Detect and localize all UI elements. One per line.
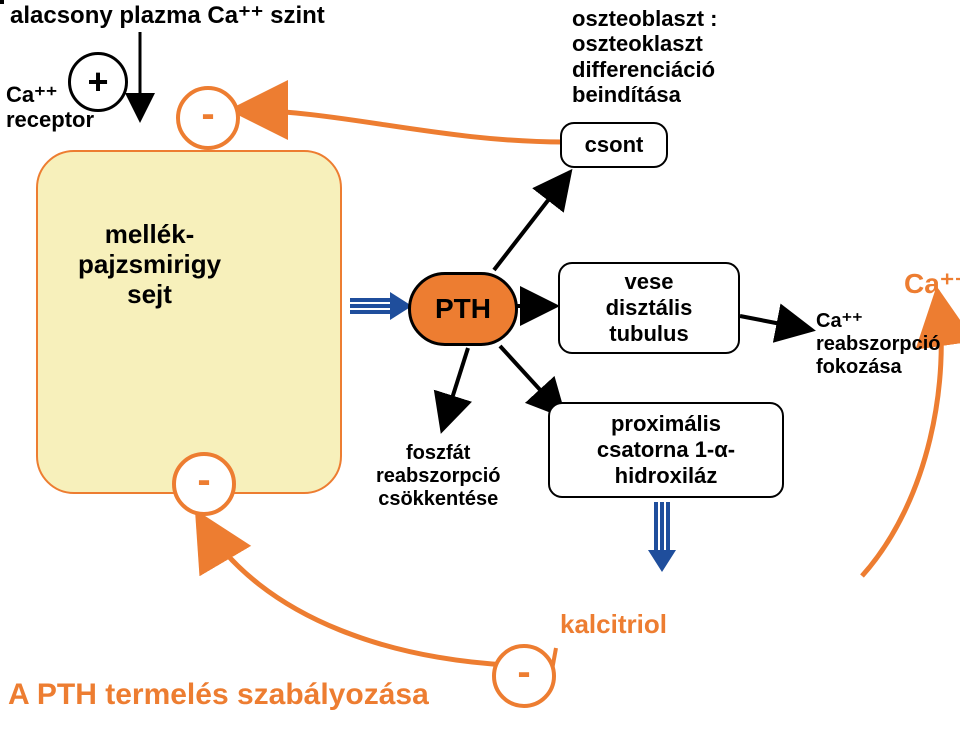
- csont-box: csont: [560, 122, 668, 168]
- pth-label: PTH: [435, 293, 491, 325]
- diagram-stage: + - - - PTH csont vese disztális tubulus…: [0, 0, 960, 731]
- foszfat-label: foszfát reabszorpció csökkentése: [376, 442, 500, 511]
- vese-label: vese disztális tubulus: [606, 269, 693, 347]
- pth-node: PTH: [408, 272, 518, 346]
- ca-reabszorpcio-label: Ca⁺⁺ reabszorpció fokozása: [816, 310, 940, 379]
- prox-box: proximális csatorna 1-α- hidroxiláz: [548, 402, 784, 498]
- parathyroid-cell: [36, 150, 342, 494]
- kalcitriol-label: kalcitriol: [560, 610, 667, 640]
- ca-big-label: Ca⁺⁺: [904, 268, 960, 300]
- ca-receptor-label: Ca⁺⁺ receptor: [6, 82, 94, 133]
- page-title: A PTH termelés szabályozása: [8, 678, 429, 712]
- vese-box: vese disztális tubulus: [558, 262, 740, 354]
- minus-sign-kalcitriol: -: [492, 644, 556, 708]
- minus-sign-cell: -: [172, 452, 236, 516]
- receptor-bar: [0, 0, 4, 4]
- csont-label: csont: [585, 132, 644, 158]
- minus-sign-receptor: -: [176, 86, 240, 150]
- prox-label: proximális csatorna 1-α- hidroxiláz: [597, 411, 735, 489]
- osteo-label: oszteoblaszt : oszteoklaszt differenciác…: [572, 6, 717, 107]
- top-title-label: alacsony plazma Ca⁺⁺ szint: [10, 2, 325, 30]
- cell-label: mellék- pajzsmirigy sejt: [78, 220, 221, 310]
